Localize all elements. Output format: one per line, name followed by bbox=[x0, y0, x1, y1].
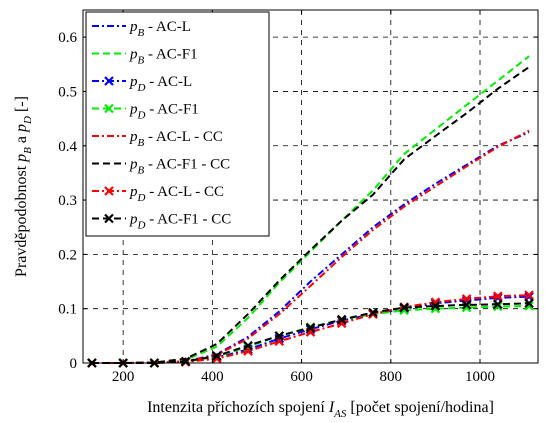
series-line bbox=[91, 66, 530, 364]
x-axis-label: Intenzita příchozích spojení IAS [počet … bbox=[147, 399, 494, 420]
series-8 bbox=[87, 298, 534, 368]
data-point bbox=[243, 340, 253, 351]
legend-marker bbox=[104, 213, 114, 224]
x-tick-label: 400 bbox=[201, 369, 224, 385]
legend-box bbox=[85, 11, 270, 237]
series-6 bbox=[91, 66, 530, 364]
series-line bbox=[91, 131, 530, 364]
data-point bbox=[336, 314, 347, 325]
legend-marker bbox=[104, 103, 114, 114]
x-tick-label: 200 bbox=[112, 369, 135, 385]
legend-label: pB - AC-L bbox=[129, 19, 191, 39]
legend-item: pD - AC-F1 bbox=[92, 102, 199, 122]
y-tick-label: 0.1 bbox=[58, 302, 77, 318]
data-point bbox=[461, 302, 472, 313]
legend-label: pD - AC-L bbox=[129, 74, 192, 94]
axis-ticks: 200 400 600 800 1000 0 0.1 0.2 0.3 0.4 0.5 0.6 bbox=[58, 10, 538, 385]
legend-label: pB - AC-F1 - CC bbox=[129, 157, 230, 177]
data-point bbox=[493, 299, 503, 310]
series-line bbox=[91, 129, 530, 364]
x-tick-label: 600 bbox=[290, 369, 313, 385]
legend-item: pD - AC-L bbox=[92, 74, 192, 94]
series-5 bbox=[91, 129, 530, 364]
data-point bbox=[461, 300, 472, 310]
y-axis-label: Pravděpodobnost pB a pD [-] bbox=[13, 96, 34, 277]
y-tick-label: 0.2 bbox=[58, 247, 77, 263]
data-point bbox=[524, 298, 534, 309]
plot-frame bbox=[82, 9, 539, 364]
y-tick-label: 0.3 bbox=[58, 193, 77, 209]
legend-item: pD - AC-L - CC bbox=[92, 184, 224, 204]
data-point bbox=[368, 307, 378, 318]
data-point bbox=[493, 291, 503, 301]
legend-marker bbox=[104, 76, 114, 86]
series-1 bbox=[91, 131, 530, 364]
legend-label: pB - AC-F1 bbox=[129, 47, 198, 67]
data-point bbox=[524, 301, 534, 311]
legend-item: pB - AC-F1 - CC bbox=[92, 157, 230, 177]
series-line bbox=[91, 295, 530, 364]
series-line bbox=[91, 305, 530, 364]
legend-label: pD - AC-F1 bbox=[129, 102, 199, 122]
data-point bbox=[493, 301, 503, 312]
grid bbox=[83, 10, 538, 363]
y-tick-label: 0.4 bbox=[58, 139, 77, 155]
legend: pB - AC-L pB - AC-F1 pD - AC-L pD - AC-F1 pB… bbox=[85, 11, 270, 237]
y-tick-label: 0.5 bbox=[58, 84, 77, 100]
legend-item: pD - AC-F1 - CC bbox=[92, 212, 231, 232]
legend-marker bbox=[104, 186, 114, 196]
legend-item: pB - AC-L - CC bbox=[92, 129, 223, 149]
series-layer bbox=[87, 55, 534, 368]
data-point bbox=[274, 331, 285, 341]
series-4 bbox=[87, 301, 534, 368]
data-point bbox=[430, 301, 441, 311]
x-tick-label: 800 bbox=[380, 369, 403, 385]
legend-label: pD - AC-L - CC bbox=[129, 184, 224, 204]
legend-label: pD - AC-F1 - CC bbox=[129, 212, 231, 232]
data-point bbox=[180, 356, 191, 367]
y-tick-label: 0.6 bbox=[58, 30, 77, 46]
legend-item: pB - AC-L bbox=[92, 19, 191, 39]
data-point bbox=[305, 322, 316, 333]
y-tick-label: 0 bbox=[70, 356, 78, 372]
data-point bbox=[399, 302, 409, 313]
legend-item: pB - AC-F1 bbox=[92, 47, 198, 67]
x-tick-label: 1000 bbox=[465, 369, 495, 385]
legend-label: pB - AC-L - CC bbox=[129, 129, 223, 149]
data-point bbox=[212, 351, 222, 361]
data-point bbox=[524, 290, 534, 300]
